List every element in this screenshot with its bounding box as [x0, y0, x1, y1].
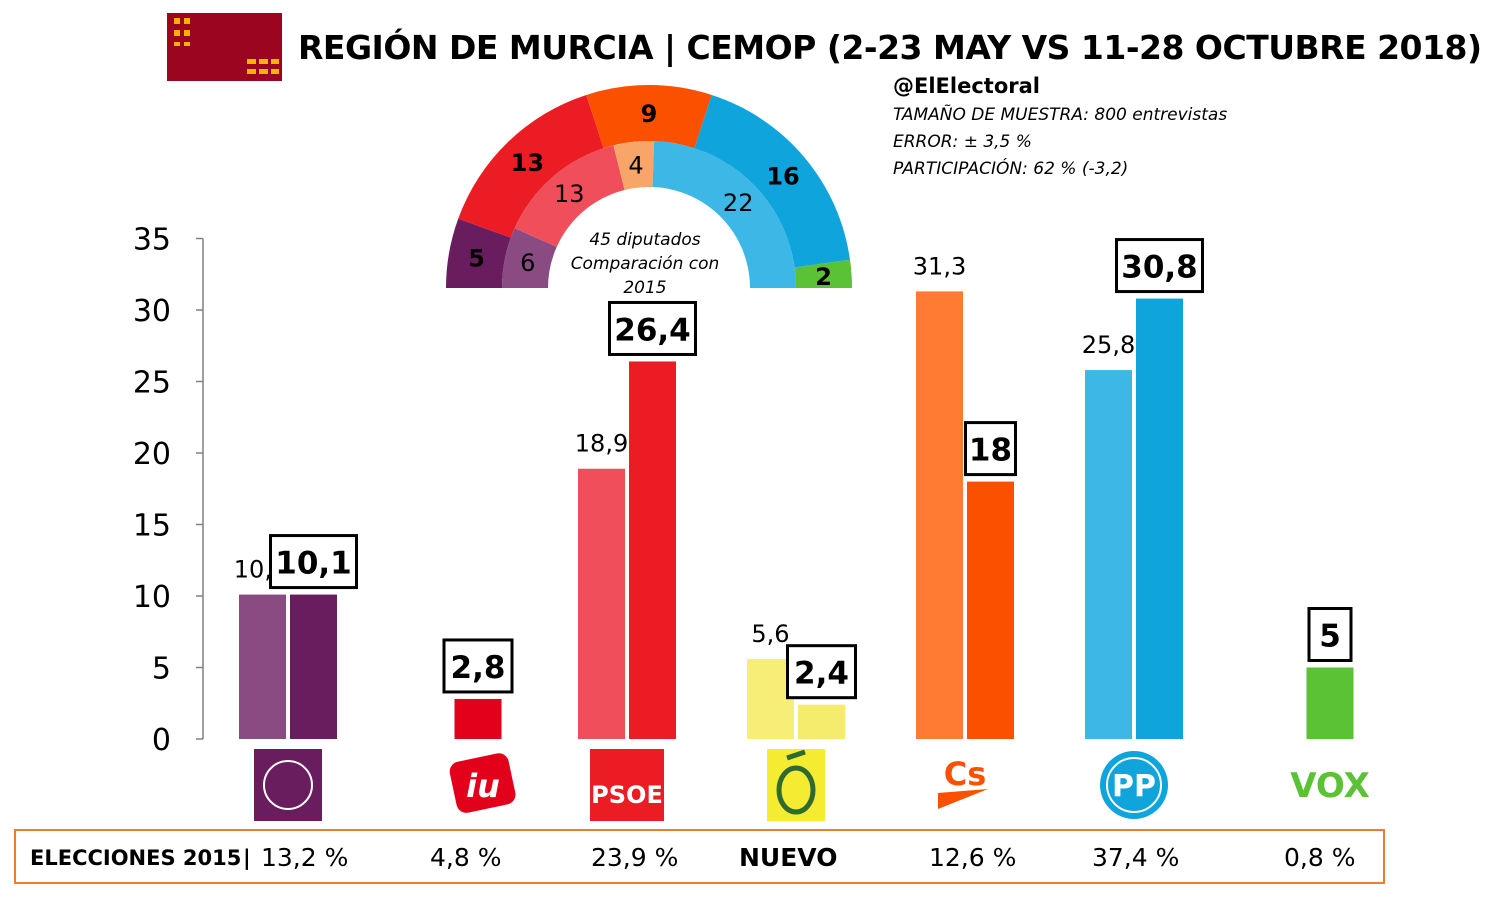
footer-value-psoe: 23,9 % [591, 843, 679, 872]
hemicycle-seats-2018-psoe [458, 94, 604, 238]
bar-poll-label: 2,4 [794, 656, 849, 692]
hemicycle-caption: 2015 [623, 278, 666, 298]
mas-ring-icon [776, 765, 816, 815]
psoe-logo-bg [590, 749, 664, 821]
bar-poll-label-box [442, 638, 514, 694]
bar-poll-iu [454, 698, 502, 739]
iu-logo: iu [449, 753, 516, 813]
footer-value-podemos: 13,2 % [261, 843, 349, 872]
bar-2015-podemos [239, 594, 286, 739]
cs-logo-text: Cs [944, 755, 987, 793]
pp-logo-text: PP [1112, 769, 1156, 804]
hemicycle-seats-2018-label: 5 [468, 245, 485, 273]
bar-poll-label-box [964, 421, 1017, 477]
iu-logo-text: iu [466, 767, 500, 805]
y-tick-label: 30 [133, 294, 171, 329]
elections-2015-label: ELECCIONES 2015 [30, 846, 242, 870]
bar-poll-label-box [1307, 607, 1353, 662]
pp-ring-icon [1106, 757, 1162, 813]
psoe-logo: PSOE [590, 749, 664, 821]
elections-2015-box [14, 829, 1385, 884]
podemos-circle-icon [263, 760, 313, 810]
hemicycle-seats-2018-pp [694, 94, 851, 268]
hemicycle-seats-2015-label: 22 [723, 189, 754, 217]
source-handle: @ElElectoral [893, 74, 1040, 98]
bar-poll-label: 2,8 [451, 650, 506, 686]
bar-poll-cs [967, 481, 1014, 739]
y-tick-label: 0 [152, 723, 171, 758]
bar-poll-label-box [608, 300, 697, 356]
y-tick-label: 25 [133, 366, 171, 401]
podemos-logo [254, 749, 322, 821]
bar-2015-label: 18,9 [575, 430, 628, 458]
footer-value-pp: 37,4 % [1092, 843, 1180, 872]
psoe-logo-text: PSOE [591, 781, 663, 809]
cs-arrow-icon [938, 789, 988, 809]
bar-poll-psoe [629, 361, 676, 739]
hemicycle-seats-2018-label: 2 [815, 263, 832, 291]
y-tick-label: 10 [133, 580, 171, 615]
cs-logo: Cs [938, 755, 988, 809]
bar-poll-label-box [1115, 238, 1204, 294]
y-tick-label: 5 [152, 652, 171, 687]
vox-logo: VOX [1290, 766, 1370, 806]
hemicycle-seats-2018-vox [794, 259, 852, 288]
y-tick-label: 20 [133, 437, 171, 472]
bar-poll-podemos [290, 594, 337, 739]
sample-size: TAMAÑO DE MUESTRA: 800 entrevistas [893, 105, 1228, 125]
hemicycle-seats-2015-label: 6 [520, 249, 535, 277]
bar-2015-label: 31,3 [913, 252, 966, 280]
hemicycle-seats-2015-label: 4 [628, 152, 643, 180]
hemicycle-caption: Comparación con [571, 254, 720, 274]
footer-value-cs: 12,6 % [929, 843, 1017, 872]
error-margin: ERROR: ± 3,5 % [893, 132, 1032, 152]
bar-poll-label-box [269, 534, 358, 590]
bar-2015-cs [916, 291, 963, 739]
bar-poll-label: 30,8 [1121, 250, 1198, 286]
hemicycle-seats-2015-label: 13 [554, 180, 585, 208]
hemicycle-seats-2018-label: 9 [641, 100, 658, 128]
hemicycle-seats-2018-label: 16 [766, 163, 799, 191]
bar-poll-pp [1136, 298, 1183, 739]
murcia-flag [167, 13, 282, 81]
bar-poll-más [798, 704, 845, 739]
mas-logo-bg [767, 749, 825, 821]
bar-poll-label: 10,1 [275, 546, 352, 582]
participation: PARTICIPACIÓN: 62 % (-3,2) [893, 159, 1129, 179]
hemicycle-seats-2015-psoe [514, 145, 625, 247]
y-tick-label: 35 [133, 223, 171, 258]
bar-2015-label: 25,8 [1082, 331, 1135, 359]
footer-value-mas: NUEVO [739, 843, 838, 872]
hemicycle-seats-2015-podemos [502, 228, 557, 288]
bar-2015-label: 5,6 [751, 620, 789, 648]
bar-poll-vox [1306, 667, 1354, 739]
hemicycle-seats-2018-podemos [446, 218, 511, 288]
mas-logo [767, 749, 825, 821]
hemicycle-seats-2018-label: 13 [511, 149, 544, 177]
y-tick-label: 15 [133, 509, 171, 544]
hemicycle-seats-2015-pp [652, 141, 796, 288]
bar-poll-label-box [786, 644, 857, 700]
bar-2015-psoe [578, 468, 625, 739]
pp-logo: PP [1100, 751, 1168, 819]
hemicycle-caption: 45 diputados [589, 230, 700, 250]
bar-poll-label: 5 [1319, 619, 1341, 655]
footer-divider: | [243, 846, 251, 870]
hemicycle-seats-2018-cs [586, 85, 712, 149]
castle-icon [174, 18, 190, 46]
bar-poll-label: 18 [969, 433, 1012, 469]
mas-accent-icon [786, 749, 806, 761]
pp-logo-bg [1100, 751, 1168, 819]
vox-logo-text: VOX [1290, 766, 1370, 806]
page-title: REGIÓN DE MURCIA | CEMOP (2-23 MAY VS 11… [298, 28, 1482, 67]
bar-2015-pp [1085, 370, 1132, 739]
footer-value-vox: 0,8 % [1284, 843, 1356, 872]
hemicycle-seats-2015-cs [613, 141, 655, 190]
footer-value-iu: 4,8 % [430, 843, 502, 872]
iu-logo-bg [449, 753, 516, 813]
bar-poll-label: 26,4 [614, 312, 691, 348]
crown-icon [247, 59, 279, 74]
